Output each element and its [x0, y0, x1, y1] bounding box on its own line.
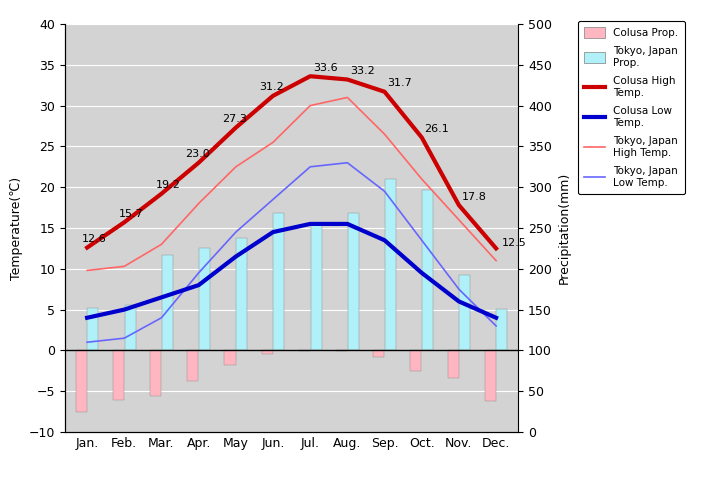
- Bar: [485, 350, 496, 401]
- Text: 23.0: 23.0: [185, 149, 210, 159]
- Bar: [187, 350, 198, 381]
- Bar: [150, 350, 161, 396]
- Bar: [162, 255, 173, 350]
- Bar: [385, 179, 396, 350]
- Bar: [274, 213, 284, 350]
- Legend: Colusa Prop., Tokyo, Japan
Prop., Colusa High
Temp., Colusa Low
Temp., Tokyo, Ja: Colusa Prop., Tokyo, Japan Prop., Colusa…: [578, 21, 685, 194]
- Bar: [373, 350, 384, 357]
- Bar: [348, 213, 359, 350]
- Text: 31.2: 31.2: [259, 82, 284, 92]
- Bar: [299, 350, 310, 351]
- Bar: [459, 276, 470, 350]
- Text: 15.7: 15.7: [119, 209, 143, 219]
- Bar: [448, 350, 459, 378]
- Text: 33.6: 33.6: [313, 63, 338, 72]
- Bar: [125, 305, 135, 350]
- Bar: [422, 190, 433, 350]
- Bar: [410, 350, 421, 371]
- Bar: [336, 350, 347, 351]
- Bar: [236, 238, 247, 350]
- Text: 31.7: 31.7: [387, 78, 412, 88]
- Text: 17.8: 17.8: [462, 192, 487, 202]
- Bar: [496, 309, 508, 350]
- Text: 27.3: 27.3: [222, 114, 247, 124]
- Bar: [113, 350, 124, 400]
- Bar: [225, 350, 235, 365]
- Text: 12.5: 12.5: [502, 238, 526, 248]
- Bar: [76, 350, 87, 412]
- Y-axis label: Temperature(℃): Temperature(℃): [10, 177, 23, 279]
- Text: 12.6: 12.6: [81, 234, 107, 244]
- Text: 33.2: 33.2: [350, 66, 375, 76]
- Bar: [261, 350, 273, 354]
- Bar: [310, 225, 322, 350]
- Bar: [87, 308, 99, 350]
- Y-axis label: Precipitation(mm): Precipitation(mm): [558, 172, 571, 284]
- Text: 26.1: 26.1: [425, 124, 449, 134]
- Text: 19.2: 19.2: [156, 180, 181, 190]
- Bar: [199, 249, 210, 350]
